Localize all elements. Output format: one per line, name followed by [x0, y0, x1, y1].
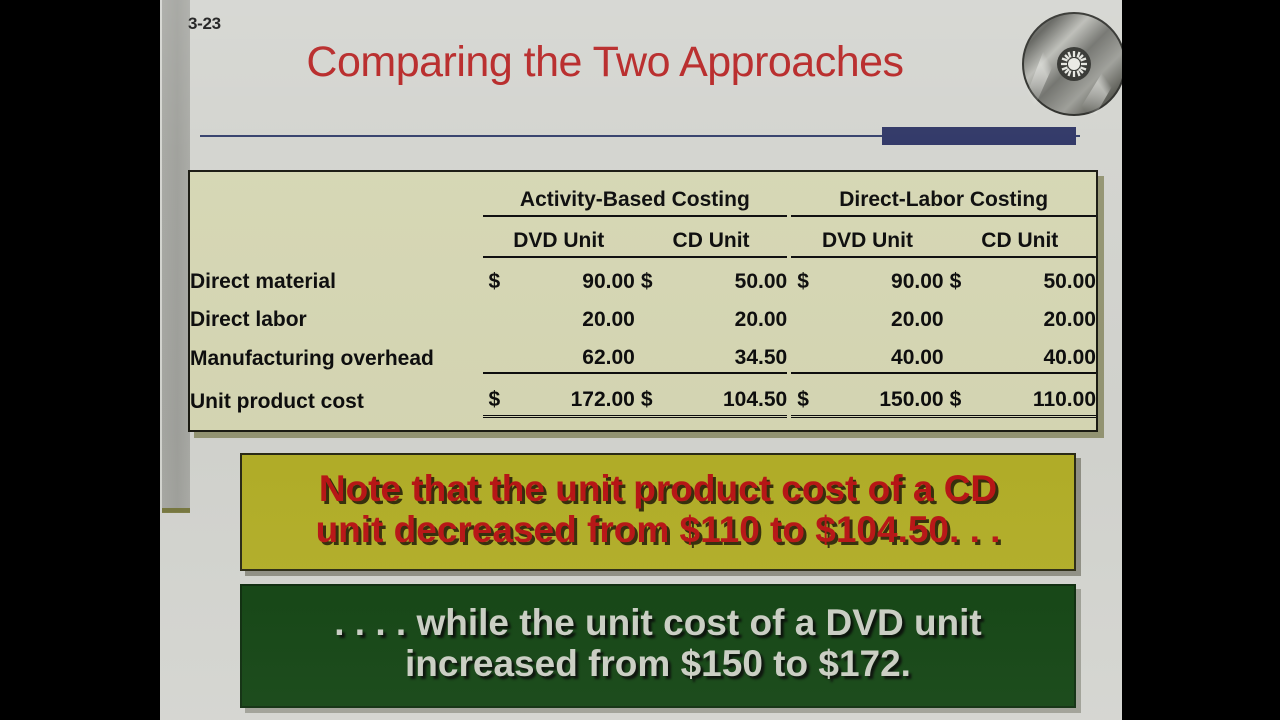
currency-symbol: $	[797, 270, 809, 293]
left-decorative-band	[162, 0, 190, 512]
cell-value: 150.00	[879, 388, 944, 411]
row-label: Unit product cost	[190, 389, 364, 413]
currency-symbol: $	[640, 388, 653, 411]
callout-box-green: . . . . while the unit cost of a DVD uni…	[240, 584, 1076, 708]
cell-value: 104.50	[722, 388, 788, 411]
cell-value: 90.00	[582, 270, 635, 293]
cell-value: 172.00	[570, 388, 635, 411]
unit-header-dl-dvd: DVD Unit	[791, 216, 944, 258]
row-cell: $ 50.00	[944, 257, 1096, 296]
row-cell: 40.00	[791, 334, 944, 374]
row-label: Direct material	[190, 270, 336, 293]
left-band-foot-accent	[162, 508, 190, 513]
letterbox-right	[1122, 0, 1280, 720]
currency-symbol: $	[949, 270, 962, 293]
page-title: Comparing the Two Approaches	[306, 38, 904, 86]
cell-value: 20.00	[582, 308, 635, 331]
cell-value: 20.00	[891, 308, 944, 331]
currency-symbol: $	[949, 388, 962, 411]
cell-value: 62.00	[582, 346, 635, 369]
cell-value: 90.00	[891, 270, 944, 293]
cell-value: 110.00	[1032, 388, 1096, 411]
row-cell: 20.00	[944, 296, 1096, 334]
cell-value: 34.50	[734, 346, 788, 369]
letterbox-left	[0, 0, 160, 720]
unit-header-abc-dvd: DVD Unit	[482, 216, 635, 258]
currency-symbol: $	[488, 388, 501, 411]
row-cell: $ 90.00	[791, 257, 943, 296]
row-cell: $ 90.00	[483, 257, 635, 296]
unit-header-abc-cd: CD Unit	[634, 216, 788, 258]
row-cell: $ 110.00	[943, 373, 1096, 418]
group-header-activity-based-costing: Activity-Based Costing	[482, 172, 788, 217]
row-cell: $ 50.00	[635, 257, 787, 296]
row-cell: $ 104.50	[634, 373, 788, 418]
row-label: Manufacturing overhead	[190, 347, 434, 370]
table-unit-header-row: DVD Unit CD Unit DVD Unit CD Unit	[190, 216, 1096, 258]
table-row: Direct material $ 90.00 $ 50.00	[190, 257, 1096, 296]
row-cell: 62.00	[482, 334, 635, 374]
table-row: Manufacturing overhead 62.00 34.50	[190, 334, 1096, 374]
row-label: Direct labor	[190, 308, 307, 331]
row-cell: 20.00	[483, 296, 635, 334]
cell-value: 40.00	[1043, 346, 1096, 369]
row-cell: 20.00	[791, 296, 944, 334]
row-cell: $ 172.00	[482, 373, 635, 418]
slide-canvas: 3-23 Comparing the Two Approaches	[160, 0, 1122, 720]
group-header-blank	[190, 172, 483, 216]
unit-header-dl-cd: CD Unit	[943, 216, 1096, 258]
table-total-row: Unit product cost $ 172.00 $ 104.50	[190, 373, 1096, 418]
table-group-header-row: Activity-Based Costing Direct-Labor Cost…	[190, 172, 1096, 217]
currency-symbol: $	[797, 388, 809, 411]
table-row: Direct labor 20.00 20.00	[190, 296, 1096, 334]
currency-symbol: $	[640, 270, 653, 293]
row-cell: 20.00	[635, 296, 788, 334]
callout-green-line-2: increased from $150 to $172.	[405, 643, 911, 685]
header-divider-rule	[200, 135, 1080, 137]
compact-disc-icon	[1020, 10, 1122, 118]
callout-yellow-line-2: unit decreased from $110 to $104.50. . .	[315, 509, 1001, 551]
cell-value: 50.00	[734, 270, 788, 293]
cell-value: 20.00	[734, 308, 788, 331]
unit-header-blank	[190, 216, 483, 257]
row-cell: 34.50	[634, 334, 788, 374]
cell-value: 40.00	[891, 346, 944, 369]
row-cell: 40.00	[943, 334, 1096, 374]
cell-value: 20.00	[1043, 308, 1096, 331]
cost-comparison-panel: Activity-Based Costing Direct-Labor Cost…	[188, 170, 1098, 432]
page-number: 3-23	[188, 14, 221, 33]
cell-value: 50.00	[1043, 270, 1096, 293]
currency-symbol: $	[488, 270, 501, 293]
header-accent-bar	[882, 127, 1076, 145]
cost-comparison-table: Activity-Based Costing Direct-Labor Cost…	[190, 172, 1096, 418]
callout-green-line-1: . . . . while the unit cost of a DVD uni…	[334, 602, 982, 643]
callout-box-yellow: Note that the unit product cost of a CD …	[240, 453, 1076, 571]
callout-yellow-line-1: Note that the unit product cost of a CD	[318, 468, 998, 509]
row-cell: $ 150.00	[791, 373, 944, 418]
group-header-direct-labor-costing: Direct-Labor Costing	[791, 172, 1096, 217]
